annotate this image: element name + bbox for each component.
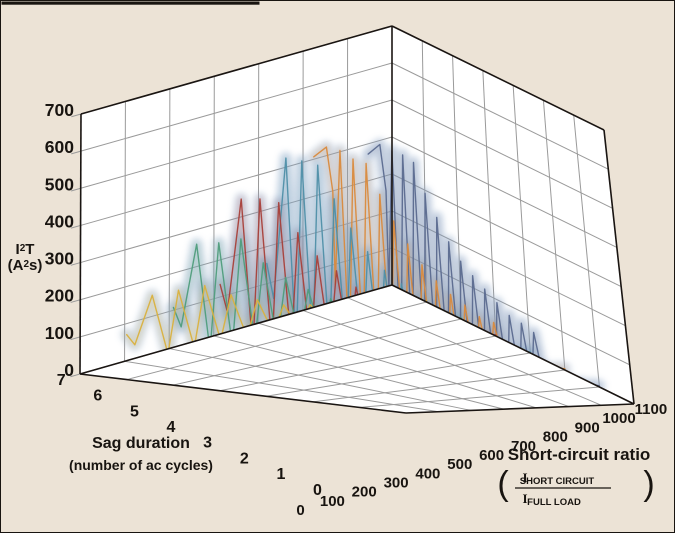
- svg-text:3: 3: [203, 435, 212, 452]
- svg-text:300: 300: [384, 475, 409, 492]
- svg-text:7: 7: [57, 372, 66, 389]
- svg-text:700: 700: [45, 100, 74, 120]
- svg-text:2: 2: [240, 450, 249, 467]
- svg-text:Short-circuit ratio: Short-circuit ratio: [508, 445, 651, 464]
- svg-text:Sag duration: Sag duration: [92, 435, 190, 452]
- svg-text:400: 400: [415, 465, 440, 482]
- svg-text:0: 0: [296, 502, 304, 519]
- svg-text:SHORT CIRCUIT: SHORT CIRCUIT: [520, 476, 595, 487]
- svg-text:(A2s): (A2s): [8, 257, 43, 274]
- svg-text:200: 200: [45, 286, 74, 306]
- svg-text:100: 100: [320, 493, 345, 510]
- svg-text:(number of ac cycles): (number of ac cycles): [69, 457, 213, 473]
- svg-text:(: (: [497, 465, 509, 503]
- svg-text:600: 600: [45, 137, 74, 157]
- svg-text:1: 1: [276, 466, 285, 483]
- svg-text:100: 100: [45, 323, 74, 343]
- svg-text:4: 4: [167, 419, 176, 436]
- svg-text:900: 900: [575, 419, 600, 436]
- svg-text:400: 400: [45, 211, 74, 231]
- svg-text:): ): [643, 465, 654, 503]
- svg-text:FULL LOAD: FULL LOAD: [527, 497, 581, 508]
- svg-text:6: 6: [93, 388, 102, 405]
- svg-text:I2T: I2T: [16, 241, 35, 258]
- svg-text:1000: 1000: [602, 410, 635, 427]
- svg-text:0: 0: [64, 360, 74, 380]
- svg-text:800: 800: [543, 429, 568, 446]
- svg-text:1100: 1100: [635, 401, 668, 418]
- svg-text:300: 300: [45, 249, 74, 269]
- svg-text:500: 500: [447, 456, 472, 473]
- svg-text:200: 200: [352, 484, 377, 501]
- svg-text:500: 500: [45, 174, 74, 194]
- svg-text:5: 5: [130, 403, 139, 420]
- svg-text:600: 600: [479, 447, 504, 464]
